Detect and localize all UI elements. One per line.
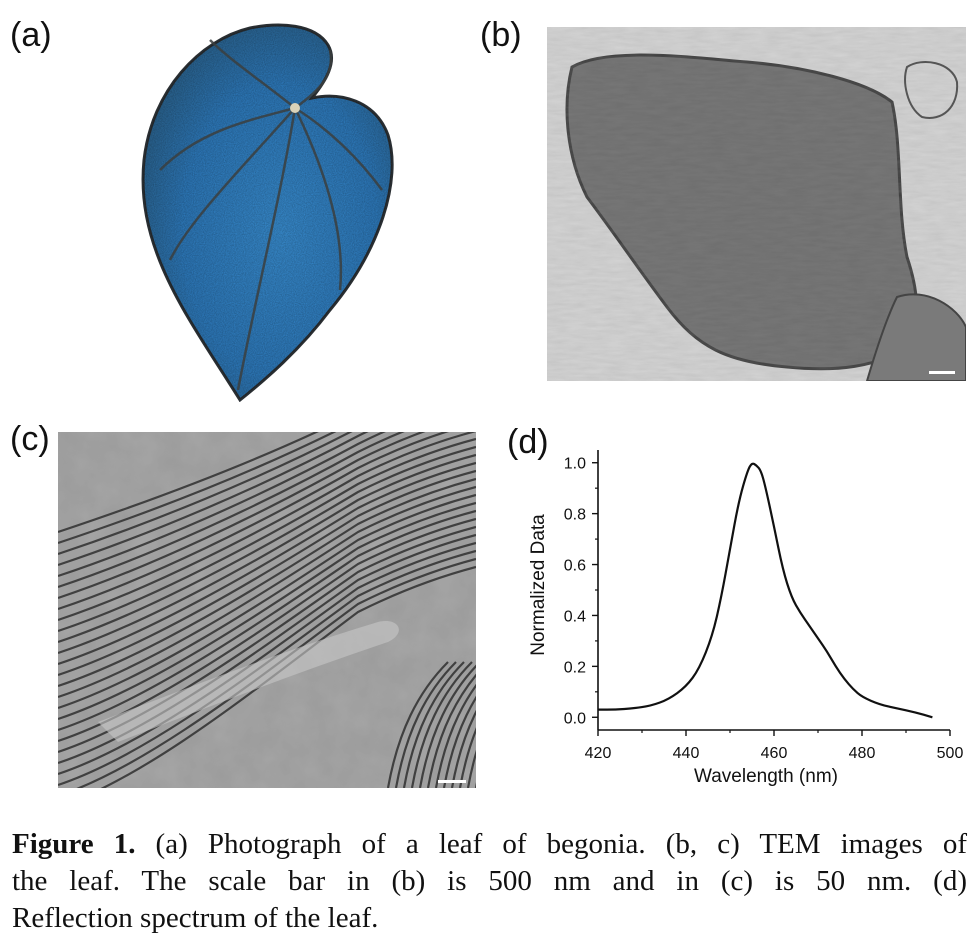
y-tick-label: 0.6 (564, 558, 586, 575)
lamella (386, 661, 449, 788)
lamella (402, 661, 465, 788)
lamella (58, 445, 476, 644)
lamella (58, 432, 405, 589)
y-tick-label: 0.8 (564, 507, 586, 524)
x-tick-label: 440 (673, 745, 700, 762)
lamella (58, 469, 476, 677)
lamella (58, 432, 337, 545)
lamella (394, 661, 457, 788)
lamella (58, 432, 369, 567)
lamella (410, 661, 473, 788)
lamella (58, 477, 476, 688)
lamella (458, 727, 476, 788)
lamella (58, 432, 353, 556)
lamella (58, 509, 476, 732)
lamella (58, 549, 476, 787)
x-tick-label: 480 (849, 745, 876, 762)
lamella (58, 432, 387, 578)
lamella (450, 709, 476, 788)
lamella (58, 432, 476, 622)
lamella (58, 517, 476, 743)
x-tick-label: 460 (761, 745, 788, 762)
y-tick-label: 0.2 (564, 659, 586, 676)
lamella (58, 432, 426, 600)
lamella (58, 541, 476, 776)
lamella (418, 664, 476, 788)
lamella (58, 485, 476, 699)
lamella (426, 673, 476, 788)
lamella (76, 557, 476, 788)
lamella (442, 695, 476, 788)
leaf-photo (130, 20, 400, 402)
y-tick-label: 0.0 (564, 710, 586, 727)
x-tick-label: 420 (585, 745, 612, 762)
caption-text-1: (a) Photograph of a leaf of begonia. (b,… (135, 828, 967, 860)
y-axis-label: Normalized Data (528, 514, 549, 656)
tem-illustration-c (58, 432, 476, 788)
lamella (58, 453, 476, 655)
lamella (466, 749, 476, 788)
caption-line-2: the leaf. The scale bar in (b) is 500 nm… (12, 863, 967, 900)
series-line (598, 462, 933, 719)
leaf-illustration (141, 23, 394, 402)
panel-label-b: (b) (480, 16, 522, 54)
x-tick-label: 500 (937, 745, 964, 762)
lamella (58, 493, 476, 710)
caption-text-2: the leaf. The scale bar in (b) is 500 nm… (12, 865, 967, 897)
lamella (58, 432, 450, 611)
panel-label-d: (d) (507, 423, 549, 461)
lamella (58, 501, 476, 721)
tem-image-b (547, 27, 966, 381)
reflection-spectrum-chart: 420 440 460 480 500 0.0 0.2 0.4 0.6 0.8 1.0 Wavele… (510, 420, 970, 800)
caption-text-3: Reflection spectrum of the leaf. (12, 902, 379, 934)
y-tick-label: 1.0 (564, 456, 586, 473)
x-axis-label: Wavelength (nm) (694, 766, 838, 787)
caption-line-1: Figure 1. (a) Photograph of a leaf of be… (12, 826, 967, 863)
tem-illustration-b (547, 27, 966, 381)
lamella (434, 683, 476, 788)
chart-svg: 420 440 460 480 500 0.0 0.2 0.4 0.6 0.8 1.0 Wavele… (528, 450, 964, 787)
caption-line-3: Reflection spectrum of the leaf. (12, 900, 967, 937)
lamella (58, 461, 476, 666)
panel-label-c: (c) (10, 420, 50, 458)
lamella (58, 437, 476, 633)
panel-label-a: (a) (10, 16, 52, 54)
tem-image-c (58, 432, 476, 788)
figure-caption: Figure 1. (a) Photograph of a leaf of be… (12, 826, 967, 937)
y-tick-label: 0.4 (564, 608, 586, 625)
caption-figure-label: Figure 1. (12, 828, 136, 860)
lamella (58, 432, 319, 534)
